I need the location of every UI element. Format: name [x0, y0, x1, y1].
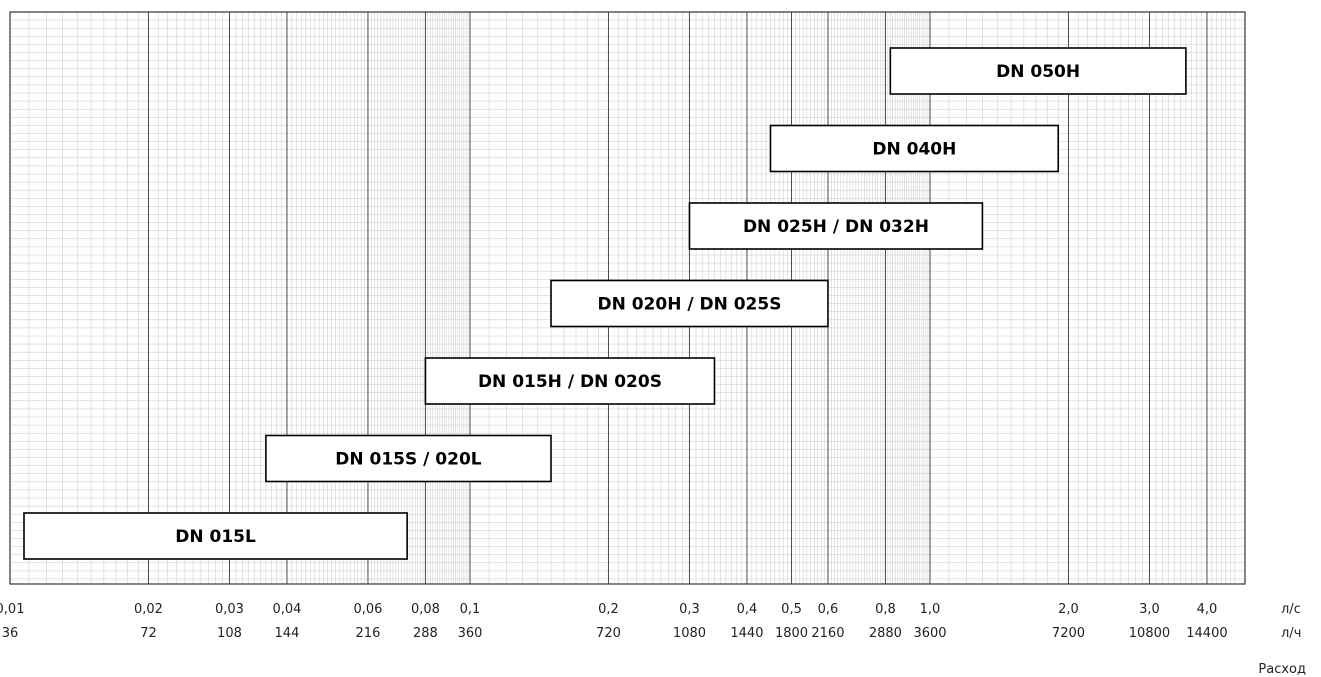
range-bar: DN 025H / DN 032H	[688, 202, 984, 250]
tick-label-lh: 2160	[811, 626, 844, 641]
tick-label-ls: 0,6	[818, 602, 839, 617]
range-bar-label: DN 025H / DN 032H	[743, 217, 929, 237]
range-bar-label: DN 015L	[175, 527, 256, 547]
range-bar-label: DN 015S / 020L	[335, 450, 482, 470]
tick-label-lh: 7200	[1052, 626, 1085, 641]
range-bar-label: DN 040H	[872, 140, 956, 160]
minor-grid	[9, 11, 1245, 584]
tick-label-ls: 0,04	[272, 602, 301, 617]
range-bar: DN 020H / DN 025S	[550, 279, 829, 328]
range-bar-rect	[688, 202, 984, 250]
tick-label-lh: 720	[596, 626, 621, 641]
tick-label-ls: 0,5	[781, 602, 802, 617]
range-bar: DN 050H	[889, 47, 1187, 95]
tick-label-lh: 2880	[869, 626, 902, 641]
range-bars: DN 050H DN 040H DN 025H / DN 032H DN 020H /…	[23, 47, 1187, 560]
tick-label-ls: 0,06	[353, 602, 382, 617]
tick-label-ls: 4,0	[1197, 602, 1218, 617]
tick-label-ls: 0,3	[679, 602, 700, 617]
tick-label-ls: 0,08	[411, 602, 440, 617]
tick-label-lh: 10800	[1129, 626, 1170, 641]
range-bar-rect	[769, 124, 1060, 173]
tick-label-lh: 360	[458, 626, 483, 641]
range-bar-rect	[424, 357, 716, 405]
tick-label-lh: 1440	[730, 626, 763, 641]
range-bar: DN 015L	[23, 512, 408, 560]
tick-label-lh: 36	[2, 626, 19, 641]
tick-label-ls: 0,4	[737, 602, 758, 617]
tick-label-lh: 288	[413, 626, 438, 641]
range-bar: DN 040H	[769, 124, 1060, 173]
tick-label-lh: 1800	[775, 626, 808, 641]
tick-label-lh: 14400	[1186, 626, 1227, 641]
tick-label-ls: 2,0	[1058, 602, 1079, 617]
unit-label-ls: л/с	[1281, 602, 1301, 617]
tick-label-lh: 144	[275, 626, 300, 641]
tick-label-ls: 1,0	[920, 602, 941, 617]
x-axis-title: Расход	[1258, 662, 1306, 677]
range-bar-label: DN 015H / DN 020S	[478, 372, 662, 392]
tick-label-ls: 0,01	[0, 602, 24, 617]
range-bar-rect	[550, 279, 829, 328]
range-bar: DN 015H / DN 020S	[424, 357, 716, 405]
tick-label-lh: 216	[356, 626, 381, 641]
range-bar-rect	[23, 512, 408, 560]
tick-label-ls: 3,0	[1139, 602, 1160, 617]
tick-label-lh: 1080	[673, 626, 706, 641]
tick-label-ls: 0,8	[875, 602, 896, 617]
tick-label-lh: 108	[217, 626, 242, 641]
tick-label-ls: 0,03	[215, 602, 244, 617]
tick-label-ls: 0,02	[134, 602, 163, 617]
tick-label-lh: 3600	[913, 626, 946, 641]
x-axis-ticks: 0,01 36 0,02 72 0,03 108 0,04 144 0,06 216 0,08 288…	[0, 602, 1228, 641]
tick-label-ls: 0,2	[598, 602, 619, 617]
tick-label-ls: 0,1	[460, 602, 481, 617]
unit-label-lh: л/ч	[1281, 626, 1301, 641]
range-bar: DN 015S / 020L	[265, 434, 552, 483]
range-bar-label: DN 050H	[996, 62, 1080, 82]
plot-frame	[9, 11, 1246, 585]
range-bar-label: DN 020H / DN 025S	[597, 295, 781, 315]
range-bar-rect	[265, 434, 552, 483]
range-bar-rect	[889, 47, 1187, 95]
tick-label-lh: 72	[140, 626, 157, 641]
